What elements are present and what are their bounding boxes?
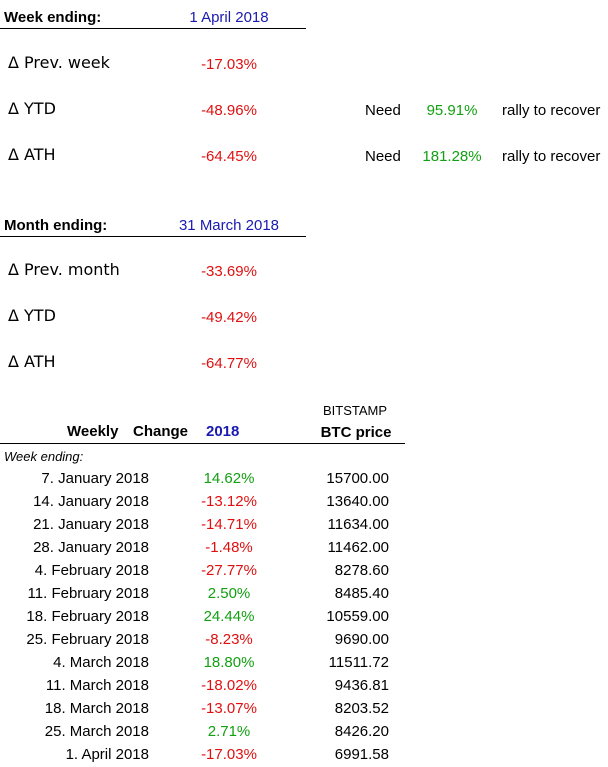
week-date: 7. January 2018 (41, 470, 149, 487)
header-year: 2018 (206, 423, 240, 440)
weekly-change: 18.80% (203, 654, 255, 671)
source-label: BITSTAMP (322, 403, 388, 418)
weekly-change: 2.50% (207, 585, 251, 602)
metric-label: Δ ATH (8, 145, 56, 164)
btc-price: 11634.00 (327, 516, 389, 533)
metric-label: Δ Prev. month (8, 260, 120, 279)
metric-label: Δ Prev. week (8, 53, 110, 72)
need-label: Need (365, 102, 401, 119)
weekly-change: -13.12% (201, 493, 257, 510)
week-date: 11. February 2018 (27, 585, 149, 602)
weekly-change: -1.48% (205, 539, 253, 556)
week-date: 18. March 2018 (44, 700, 149, 717)
rule (0, 28, 306, 29)
metric-value: -33.69% (201, 263, 257, 280)
metric-value: -17.03% (201, 56, 257, 73)
btc-price: 10559.00 (326, 608, 389, 625)
btc-price: 8485.40 (334, 585, 389, 602)
week-date: 28. January 2018 (33, 539, 149, 556)
week-date: 21. January 2018 (33, 516, 149, 533)
week-date: 18. February 2018 (26, 608, 149, 625)
metric-value: -48.96% (201, 102, 257, 119)
weekly-change: -14.71% (201, 516, 257, 533)
btc-price: 9436.81 (334, 677, 389, 694)
section-date: 1 April 2018 (189, 9, 269, 26)
btc-price: 11462.00 (327, 539, 389, 556)
week-date: 1. April 2018 (65, 746, 149, 763)
section-label: Week ending: (4, 9, 102, 26)
btc-price: 13640.00 (326, 493, 389, 510)
weekly-change: 24.44% (203, 608, 255, 625)
need-note: rally to recover (502, 102, 601, 119)
weekly-change: 14.62% (203, 470, 255, 487)
metric-value: -64.45% (201, 148, 257, 165)
week-date: 25. February 2018 (26, 631, 149, 648)
week-date: 11. March 2018 (45, 677, 149, 694)
btc-price: 6991.58 (334, 746, 389, 763)
metric-value: -49.42% (201, 309, 257, 326)
header-change: Change (133, 423, 189, 440)
week-date: 4. February 2018 (34, 562, 149, 579)
rule (0, 236, 306, 237)
week-date: 4. March 2018 (53, 654, 149, 671)
weekly-change: -8.23% (205, 631, 253, 648)
metric-label: Δ YTD (8, 99, 56, 118)
btc-price: 8278.60 (334, 562, 389, 579)
need-value: 95.91% (426, 102, 478, 119)
need-value: 181.28% (422, 148, 482, 165)
weekly-change: -27.77% (201, 562, 257, 579)
header-price: BTC price (320, 424, 392, 441)
btc-price: 15700.00 (326, 470, 389, 487)
need-note: rally to recover (502, 148, 601, 165)
btc-price: 11511.72 (328, 654, 389, 671)
btc-price: 9690.00 (334, 631, 389, 648)
weekly-change: 2.71% (207, 723, 251, 740)
btc-price: 8203.52 (334, 700, 389, 717)
header-weekly: Weekly (67, 423, 119, 440)
weekly-change: -18.02% (201, 677, 257, 694)
section-date: 31 March 2018 (178, 217, 280, 234)
week-date: 14. January 2018 (33, 493, 149, 510)
rule (0, 443, 405, 444)
metric-label: Δ YTD (8, 306, 56, 325)
metric-value: -64.77% (201, 355, 257, 372)
weekly-change: -13.07% (201, 700, 257, 717)
week-date: 25. March 2018 (44, 723, 149, 740)
section-label: Month ending: (4, 217, 108, 234)
weekly-change: -17.03% (201, 746, 257, 763)
btc-price: 8426.20 (334, 723, 389, 740)
subheader: Week ending: (4, 449, 84, 464)
need-label: Need (365, 148, 401, 165)
metric-label: Δ ATH (8, 352, 56, 371)
